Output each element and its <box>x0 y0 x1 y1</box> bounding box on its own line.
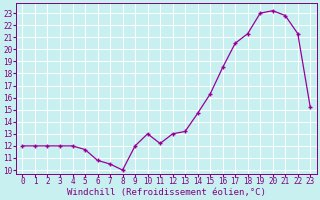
X-axis label: Windchill (Refroidissement éolien,°C): Windchill (Refroidissement éolien,°C) <box>67 188 266 197</box>
